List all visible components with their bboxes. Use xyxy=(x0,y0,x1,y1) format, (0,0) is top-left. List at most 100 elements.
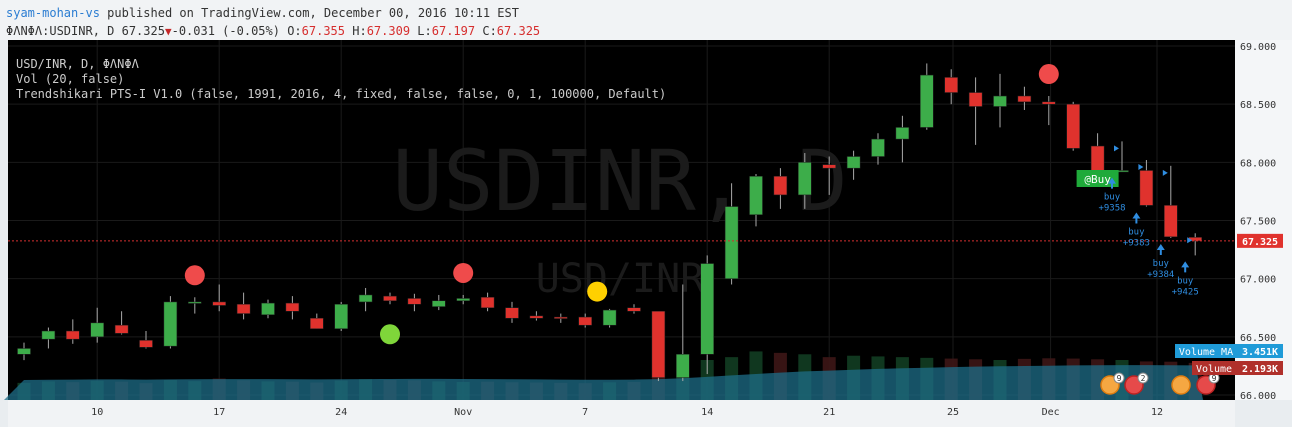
legend-symbol: USD/INR, D, ΦΛΝΦΛ xyxy=(16,57,140,71)
signal-dot xyxy=(453,262,474,283)
up-arrow-icon xyxy=(1108,177,1116,189)
flag-icon xyxy=(1171,375,1191,395)
price-tick-label: 66.500 xyxy=(1240,333,1276,344)
candle-body xyxy=(968,92,983,107)
right-arrow-icon xyxy=(1187,237,1193,244)
candle xyxy=(1017,86,1032,110)
candle-body xyxy=(358,294,373,303)
candle xyxy=(358,287,373,312)
badge-count-bg xyxy=(1113,372,1125,384)
candle-body xyxy=(724,206,739,279)
candle xyxy=(1164,165,1178,238)
candle-body xyxy=(1017,95,1032,103)
candle xyxy=(163,296,178,349)
volume-ma-label-bg xyxy=(1175,344,1237,358)
candle-body xyxy=(773,176,788,196)
publish-line: syam-mohan-vs published on TradingView.c… xyxy=(6,6,519,20)
price-tick-label: 67.000 xyxy=(1240,275,1276,286)
event-badge[interactable] xyxy=(1171,375,1191,395)
candle xyxy=(66,319,80,344)
event-badge[interactable]: 2 xyxy=(1124,372,1149,395)
candle-body xyxy=(651,310,666,378)
candle xyxy=(432,294,446,311)
price-tick-label: 69.000 xyxy=(1240,42,1276,53)
candle xyxy=(993,73,1007,128)
candle xyxy=(456,294,470,305)
candle-body xyxy=(749,176,763,215)
watermark-symbol: USDINR, D xyxy=(392,132,847,230)
author-link[interactable]: syam-mohan-vs xyxy=(6,6,100,20)
candle-body xyxy=(407,298,422,305)
candle-body xyxy=(66,330,80,340)
candle xyxy=(261,299,275,319)
candle xyxy=(188,297,202,314)
candle xyxy=(895,115,910,163)
legend-indicator: Trendshikari PTS-I V1.0 (false, 1991, 20… xyxy=(16,87,666,101)
candle-body xyxy=(480,297,495,308)
candle-body xyxy=(456,298,470,302)
buy-signal-label: buy xyxy=(1128,228,1145,238)
candle xyxy=(846,150,861,180)
badge-count-bg xyxy=(1137,372,1149,384)
signal-dot xyxy=(1038,64,1059,85)
candle xyxy=(749,173,763,227)
signal-dot xyxy=(184,265,205,286)
last-price-tag-text: 67.325 xyxy=(1242,237,1278,248)
right-arrow-icon xyxy=(1138,164,1144,171)
time-tick-label: 17 xyxy=(213,407,225,418)
candle xyxy=(554,313,568,323)
candle-body xyxy=(1066,103,1080,149)
candle-body xyxy=(993,95,1007,107)
signal-markers xyxy=(184,64,1059,345)
candle-body xyxy=(310,317,324,329)
signal-dot xyxy=(587,281,608,302)
legend-volume: Vol (20, false) xyxy=(16,72,124,86)
badge-count: 2 xyxy=(1141,374,1146,383)
candle-body xyxy=(261,302,275,315)
candle xyxy=(285,296,300,320)
candle-body xyxy=(602,309,617,326)
candle xyxy=(41,327,56,349)
buy-signal: buy+9383 xyxy=(1123,164,1150,249)
price-axis[interactable]: 69.000 68.500 68.000 67.500 67.000 66.500 66.0… xyxy=(1235,40,1292,402)
candle xyxy=(1139,160,1154,207)
buy-signal: buy+9425 xyxy=(1172,237,1199,297)
volume-ma-tag: Volume MA 3.451K xyxy=(1175,344,1283,358)
price-tick-label: 68.500 xyxy=(1240,100,1276,111)
candle-body xyxy=(676,354,690,378)
buy-signal: buy+9358 xyxy=(1098,145,1126,214)
time-tick-label: 21 xyxy=(823,407,835,418)
event-badge[interactable]: 9 xyxy=(1100,372,1125,395)
up-arrow-icon xyxy=(1156,243,1165,255)
high-value: 67.309 xyxy=(366,24,411,38)
candle-body xyxy=(822,164,836,169)
candle-body xyxy=(432,300,446,307)
price-tick-label: 67.500 xyxy=(1240,217,1276,228)
candle-body xyxy=(212,301,226,306)
candle xyxy=(334,301,348,332)
buy-flag-text: @Buy xyxy=(1084,173,1111,186)
time-axis[interactable]: 10 17 24 Nov 7 14 21 25 Dec 12 xyxy=(8,400,1235,427)
buy-signal-value: +9358 xyxy=(1098,204,1125,214)
candle-body xyxy=(554,316,568,319)
signal-dot xyxy=(380,324,400,345)
buy-signal-value: +9384 xyxy=(1147,270,1174,280)
quote-line: ΦΛΝΦΛ:USDINR, D 67.325▼-0.031 (-0.05%) O… xyxy=(6,24,540,38)
candle xyxy=(407,293,422,312)
low-value: 67.197 xyxy=(431,24,476,38)
candle xyxy=(651,310,666,382)
buy-signal-label: buy xyxy=(1153,259,1170,269)
candle-series xyxy=(17,63,1202,382)
publish-header: syam-mohan-vs published on TradingView.c… xyxy=(0,0,1292,42)
price-chart[interactable]: USDINR, D USD/INR @Buybuy+9358buy+9383bu… xyxy=(0,40,1292,427)
candle xyxy=(822,156,836,195)
volume-series xyxy=(4,351,1204,400)
candle-body xyxy=(871,138,885,157)
candle xyxy=(212,284,226,312)
candle-body xyxy=(798,162,812,196)
candle-body xyxy=(895,127,910,140)
time-tick-label: 24 xyxy=(335,407,347,418)
volume-ma-label: Volume MA xyxy=(1179,347,1233,358)
buy-signal: buy+9384 xyxy=(1147,169,1174,280)
